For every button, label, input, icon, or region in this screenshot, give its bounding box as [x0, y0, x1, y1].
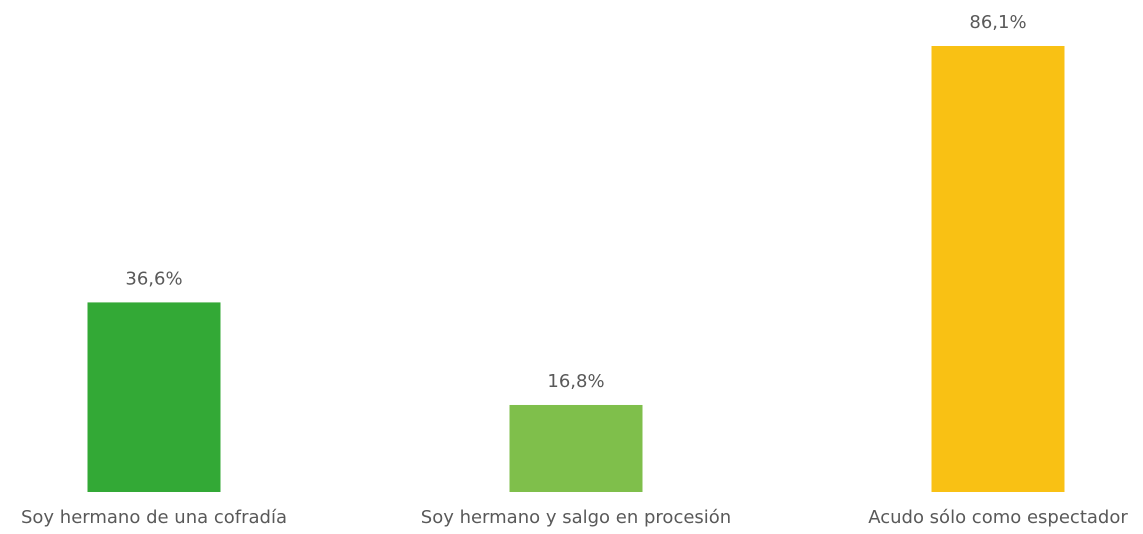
bar — [931, 46, 1065, 492]
x-tick-label: Soy hermano y salgo en procesión — [421, 507, 731, 528]
value-label: 36,6% — [125, 268, 182, 289]
value-label: 16,8% — [547, 371, 604, 392]
value-label: 86,1% — [969, 12, 1026, 33]
bar — [87, 302, 221, 492]
bar — [509, 404, 643, 492]
x-tick-label: Acudo sólo como espectador — [868, 507, 1128, 528]
x-tick-label: Soy hermano de una cofradía — [21, 507, 287, 528]
